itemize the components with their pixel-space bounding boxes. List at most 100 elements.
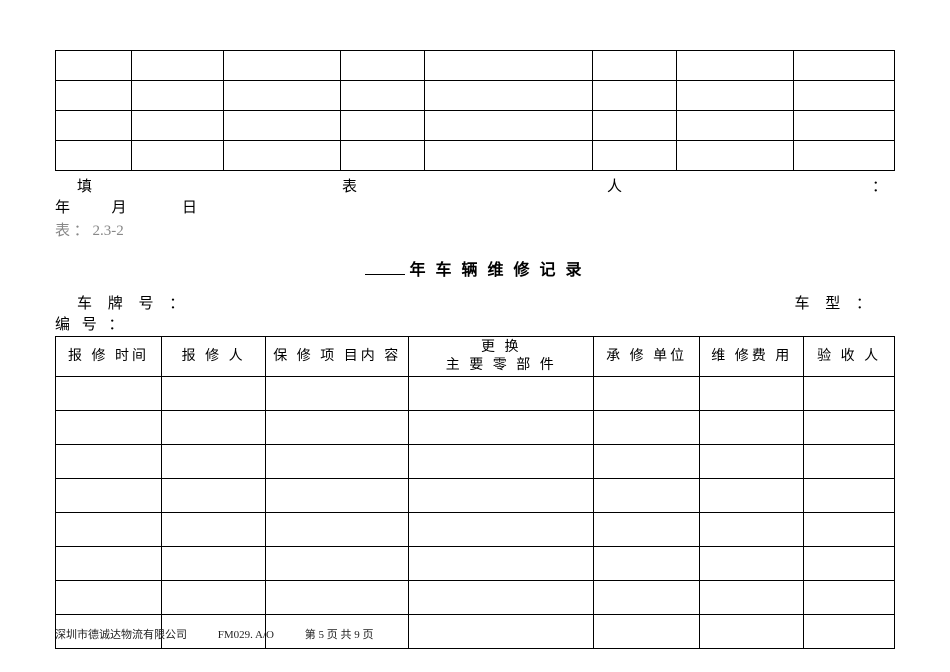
label-fill: 填 — [77, 175, 92, 196]
table-cell — [266, 445, 409, 479]
top-blank-table — [55, 50, 895, 171]
table-cell — [594, 411, 700, 445]
table-cell — [56, 141, 132, 171]
table-row — [56, 445, 895, 479]
table-cell — [592, 111, 676, 141]
table-cell — [341, 111, 425, 141]
table-cell — [341, 141, 425, 171]
table-cell — [594, 479, 700, 513]
table-cell — [131, 111, 223, 141]
table-cell — [56, 581, 162, 615]
table-row — [56, 581, 895, 615]
table-header-row: 报 修 时间报 修 人保 修 项 目内 容更 换主 要 零 部 件承 修 单位维… — [56, 337, 895, 377]
table-cell — [700, 377, 804, 411]
table-row — [56, 479, 895, 513]
model-label: 车 型 ： — [794, 292, 877, 313]
table-cell — [162, 479, 266, 513]
table-cell — [676, 51, 793, 81]
table-cell — [409, 377, 594, 411]
table-cell — [794, 51, 895, 81]
table-cell — [804, 479, 895, 513]
date-year: 年 — [55, 196, 70, 217]
table-cell — [594, 547, 700, 581]
table-cell — [56, 445, 162, 479]
table-cell — [162, 581, 266, 615]
table-cell — [794, 111, 895, 141]
title-underline — [365, 274, 405, 275]
column-header: 保 修 项 目内 容 — [266, 337, 409, 377]
table-row — [56, 513, 895, 547]
table-cell — [56, 51, 132, 81]
table-cell — [700, 445, 804, 479]
table-cell — [162, 411, 266, 445]
title-text: 年 车 辆 维 修 记 录 — [409, 262, 584, 279]
table-cell — [804, 547, 895, 581]
table-cell — [700, 513, 804, 547]
table-cell — [804, 445, 895, 479]
footer-docno: FM029. A/O — [218, 629, 274, 641]
table-cell — [804, 581, 895, 615]
label-table: 表 — [342, 175, 357, 196]
table-cell — [594, 377, 700, 411]
table-cell — [676, 111, 793, 141]
table-cell — [56, 479, 162, 513]
form-code: 表 ： 2.3-2 — [55, 217, 895, 248]
table-cell — [425, 51, 593, 81]
table-row — [56, 111, 895, 141]
table-cell — [56, 111, 132, 141]
table-row — [56, 547, 895, 581]
table-row — [56, 81, 895, 111]
filler-line: 填 表 人 ： — [55, 173, 895, 196]
table-cell — [56, 81, 132, 111]
table-cell — [266, 479, 409, 513]
table-row — [56, 377, 895, 411]
table-cell — [794, 141, 895, 171]
table-cell — [592, 81, 676, 111]
table-cell — [56, 513, 162, 547]
table-cell — [223, 141, 340, 171]
plate-info-line: 车 牌 号 ： 车 型 ： — [55, 292, 895, 313]
table-cell — [425, 141, 593, 171]
table-cell — [676, 81, 793, 111]
maintenance-record-table: 报 修 时间报 修 人保 修 项 目内 容更 换主 要 零 部 件承 修 单位维… — [55, 336, 895, 649]
table-cell — [425, 81, 593, 111]
table-row — [56, 51, 895, 81]
footer-page: 第 5 页 共 9 页 — [305, 629, 374, 641]
table-cell — [162, 513, 266, 547]
table-cell — [56, 411, 162, 445]
table-cell — [162, 377, 266, 411]
table-cell — [131, 141, 223, 171]
table-cell — [594, 445, 700, 479]
table-cell — [409, 513, 594, 547]
table-cell — [131, 51, 223, 81]
table-cell — [594, 581, 700, 615]
table-cell — [266, 581, 409, 615]
date-day: 日 — [182, 196, 197, 217]
column-header: 维 修费 用 — [700, 337, 804, 377]
table-cell — [425, 111, 593, 141]
table-cell — [341, 81, 425, 111]
column-header: 报 修 人 — [162, 337, 266, 377]
table-cell — [804, 513, 895, 547]
table-cell — [592, 51, 676, 81]
table-cell — [131, 81, 223, 111]
column-header: 更 换主 要 零 部 件 — [409, 337, 594, 377]
table-cell — [341, 51, 425, 81]
table-cell — [804, 377, 895, 411]
column-header: 承 修 单位 — [594, 337, 700, 377]
table-cell — [266, 547, 409, 581]
label-colon: ： — [872, 175, 887, 196]
date-month: 月 — [112, 196, 127, 217]
table-cell — [700, 411, 804, 445]
table-cell — [409, 479, 594, 513]
plate-label: 车 牌 号 ： — [77, 292, 190, 313]
table-cell — [700, 547, 804, 581]
table-cell — [700, 479, 804, 513]
table-cell — [794, 81, 895, 111]
table-cell — [409, 547, 594, 581]
table-cell — [676, 141, 793, 171]
table-row — [56, 141, 895, 171]
table-cell — [223, 51, 340, 81]
table-cell — [56, 377, 162, 411]
page-footer: 深圳市德诚达物流有限公司 FM029. A/O 第 5 页 共 9 页 — [55, 626, 895, 642]
